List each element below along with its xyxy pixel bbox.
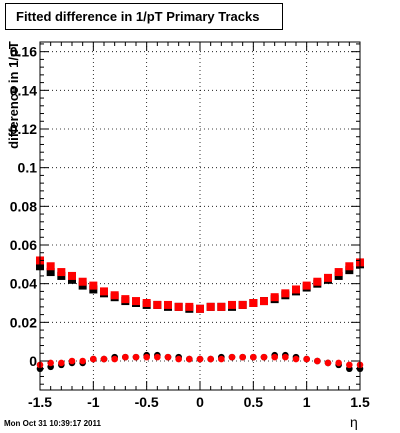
data-point-circle [239, 353, 246, 361]
data-point-square [185, 302, 194, 311]
data-point-square [100, 287, 108, 296]
data-point-circle [111, 355, 118, 363]
axes-layer [39, 41, 361, 391]
x-tick-label: 0.5 [244, 394, 264, 410]
data-point-circle [132, 353, 140, 361]
data-point-circle [228, 353, 236, 361]
data-point-square [206, 302, 215, 311]
data-point-square [292, 285, 300, 294]
data-point-circle [207, 355, 214, 363]
x-tick-label: -0.5 [135, 394, 159, 410]
data-point-square [68, 271, 76, 280]
y-tick-label: 0.14 [10, 82, 37, 98]
data-point-circle [196, 355, 204, 363]
data-point-square [174, 302, 183, 311]
x-tick-label: -1.5 [28, 394, 52, 410]
data-point-square [110, 291, 119, 300]
data-point-square [153, 300, 162, 309]
data-point-square [78, 277, 87, 286]
data-point-circle [250, 353, 257, 361]
data-point-square [142, 299, 151, 307]
data-point-square [270, 293, 279, 302]
x-tick-label: 1.5 [350, 394, 370, 410]
y-tick-label: 0.16 [10, 44, 37, 60]
y-axis-label: difference in 1/pT [6, 41, 21, 149]
data-point-square [345, 262, 354, 271]
data-point-circle [143, 353, 150, 361]
data-point-circle [282, 353, 289, 361]
y-tick-label: 0.08 [10, 198, 37, 214]
data-point-circle [324, 359, 332, 367]
data-point-circle [68, 357, 76, 365]
data-point-circle [292, 355, 300, 363]
data-point-square [46, 268, 55, 277]
data-point-square [164, 300, 172, 309]
data-point-square [324, 273, 332, 282]
data-point-square [260, 297, 268, 306]
y-tick-label: 0.1 [18, 160, 38, 176]
y-tick-label: 0 [29, 353, 37, 369]
data-point-square [302, 281, 311, 290]
data-point-circle [100, 355, 108, 363]
x-tick-label: 1 [303, 394, 311, 410]
data-point-circle [90, 355, 97, 363]
data-point-square [238, 300, 247, 309]
x-tick-label: -1 [87, 394, 100, 410]
data-point-circle [47, 359, 54, 367]
data-point-square [249, 299, 258, 307]
data-point-circle [175, 355, 182, 363]
data-point-square [57, 268, 66, 277]
y-tick-label: 0.06 [10, 237, 37, 253]
data-point-square [334, 268, 343, 277]
data-point-circle [271, 353, 278, 361]
footer-timestamp: Mon Oct 31 10:39:17 2011 [4, 419, 101, 428]
data-point-square [132, 297, 140, 306]
data-point-square [281, 289, 290, 298]
data-point-square [89, 281, 98, 290]
data-point-circle [314, 357, 321, 365]
data-point-circle [79, 357, 86, 365]
data-point-circle [122, 353, 129, 361]
tick-labels: -1.5 -1 -0.5 0 0.5 1 1.5 0 0.02 0.04 0.06 0.08 0.1 0.… [10, 44, 370, 410]
grid-layer [39, 42, 361, 390]
data-point-square [217, 302, 226, 311]
data-point-square [313, 277, 322, 286]
data-point-circle [186, 355, 193, 363]
x-axis-label: η [350, 414, 358, 430]
data-point-square [121, 295, 130, 304]
data-point-circle [335, 359, 342, 367]
data-point-circle [164, 353, 172, 361]
data-point-square [228, 300, 236, 309]
chart-title: Fitted difference in 1/pT Primary Tracks [5, 3, 283, 30]
y-tick-label: 0.12 [10, 121, 37, 137]
data-point-circle [260, 353, 268, 361]
y-tick-label: 0.04 [10, 276, 37, 292]
y-tick-label: 0.02 [10, 314, 37, 330]
data-point-circle [58, 359, 65, 367]
data-point-circle [346, 361, 353, 369]
data-point-circle [154, 353, 161, 361]
data-point-circle [218, 355, 225, 363]
data-point-square [46, 262, 55, 271]
data-point-circle [303, 355, 310, 363]
data-point-square [196, 304, 204, 313]
x-tick-label: 0 [196, 394, 204, 410]
